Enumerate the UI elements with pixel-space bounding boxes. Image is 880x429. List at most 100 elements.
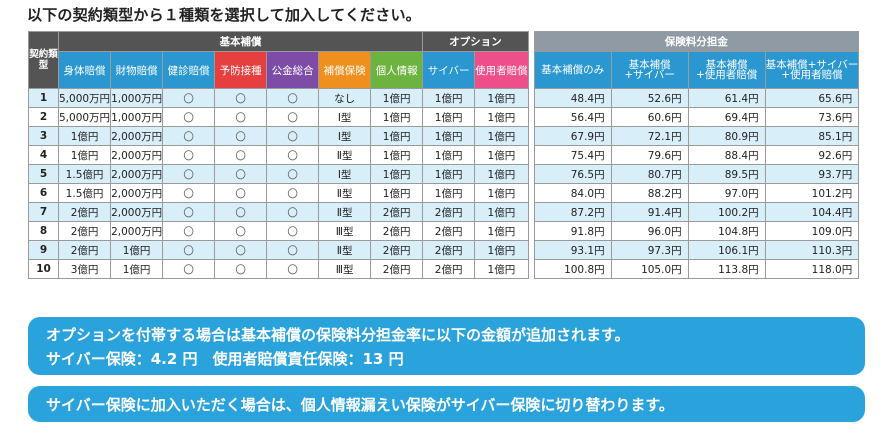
table-cell: 85.1円 (764, 126, 860, 146)
contract-type-number: 9 (28, 240, 59, 260)
col-personal-info: 個人情報 (370, 51, 424, 89)
table-cell: 1億円 (474, 126, 529, 146)
table-cell: 101.2円 (764, 183, 860, 203)
table-cell: 79.6円 (610, 145, 689, 165)
col-bodily-injury: 身体賠償 (57, 51, 112, 89)
table-cell: 106.1円 (687, 240, 766, 260)
table-cell: 92.6円 (764, 145, 860, 165)
table-cell: 〇 (162, 202, 216, 222)
table-cell: 100.2円 (687, 202, 766, 222)
col-premium-basic-employer: 基本補償 +使用者賠償 (687, 51, 766, 89)
table-cell: 〇 (214, 202, 268, 222)
option-rates-text: サイバー保険：4.2 円 使用者賠償責任保険：13 円 (46, 350, 404, 368)
table-cell: 80.9円 (687, 126, 766, 146)
table-cell: 69.4円 (687, 107, 766, 127)
col-property-damage: 財物賠償 (110, 51, 164, 89)
table-cell: 1億円 (422, 107, 476, 127)
contract-type-number: 2 (28, 107, 59, 127)
table-cell: 89.5円 (687, 164, 766, 184)
table-cell: 100.8円 (533, 259, 612, 279)
table-cell: 113.8円 (687, 259, 766, 279)
table-row: 5 1.5億円 2,000万円〇〇〇 Ⅰ型 1億円 1億円 1億円 76.5円 80.7円 89.… (28, 164, 860, 184)
table-cell: 2億円 (422, 202, 476, 222)
table-cell: 1億円 (474, 183, 529, 203)
table-cell: 91.8円 (533, 221, 612, 241)
table-cell: 109.0円 (764, 221, 860, 241)
basic-coverage-group-header: 基本補償 (57, 31, 424, 52)
table-cell: 1億円 (370, 88, 424, 108)
page-title: 以下の契約類型から１種類を選択して加入してください。 (27, 6, 421, 24)
table-cell: 1億円 (370, 145, 424, 165)
table-cell: 1,000万円 (110, 88, 164, 108)
table-cell: 2,000万円 (110, 221, 164, 241)
table-row: 3 1億円 2,000万円〇〇〇 Ⅰ型 1億円 1億円 1億円 67.9円 72.1円 80.9円… (28, 126, 860, 146)
table-cell: 1億円 (474, 221, 529, 241)
cyber-switch-text: サイバー保険に加入いただく場合は、個人情報漏えい保険がサイバー保険に切り替わりま… (46, 396, 674, 414)
table-cell: 〇 (162, 221, 216, 241)
table-cell: 2,000万円 (110, 183, 164, 203)
table-cell: 1億円 (110, 240, 164, 260)
table-row: 2 5,000万円 1,000万円〇〇〇 Ⅰ型 1億円 1億円 1億円 56.4円 60.6円 6… (28, 107, 860, 127)
table-cell: 48.4円 (533, 88, 612, 108)
table-cell: 2,000万円 (110, 164, 164, 184)
table-cell: 1.5億円 (57, 183, 112, 203)
table-cell: Ⅰ型 (318, 164, 372, 184)
table-row: 4 1億円 2,000万円〇〇〇 Ⅱ型 1億円 1億円 1億円 75.4円 79.6円 88.4円… (28, 145, 860, 165)
table-cell: 2億円 (370, 221, 424, 241)
table-cell: Ⅱ型 (318, 240, 372, 260)
table-cell: 1億円 (474, 202, 529, 222)
col-compensation-insurance: 補償保険 (318, 51, 372, 89)
table-cell: 1億円 (474, 240, 529, 260)
contract-type-header: 契約類型 (28, 31, 59, 89)
table-row: 9 2億円 1億円〇〇〇 Ⅱ型 2億円 2億円 1億円 93.1円 97.3円 106.1円 110… (28, 240, 860, 260)
table-cell: 1億円 (370, 126, 424, 146)
table-cell: 97.3円 (610, 240, 689, 260)
table-cell: 1億円 (474, 164, 529, 184)
table-cell: 110.3円 (764, 240, 860, 260)
table-cell: 2,000万円 (110, 145, 164, 165)
table-cell: 1億円 (370, 183, 424, 203)
table-cell: 1億円 (422, 183, 476, 203)
table-cell: 2億円 (422, 221, 476, 241)
contract-type-number: 8 (28, 221, 59, 241)
table-cell: なし (318, 88, 372, 108)
table-cell: 72.1円 (610, 126, 689, 146)
table-row: 1 5,000万円 1,000万円〇〇〇なし 1億円 1億円 1億円 48.4円 52.6円 6… (28, 88, 860, 108)
table-cell: 2億円 (422, 240, 476, 260)
table-cell: 1億円 (110, 259, 164, 279)
table-cell: 〇 (214, 221, 268, 241)
cyber-switch-banner: サイバー保険に加入いただく場合は、個人情報漏えい保険がサイバー保険に切り替わりま… (28, 386, 865, 422)
table-cell: 2,000万円 (110, 202, 164, 222)
table-cell: 〇 (214, 88, 268, 108)
table-cell: 80.7円 (610, 164, 689, 184)
table-cell: 〇 (266, 183, 320, 203)
table-cell: Ⅰ型 (318, 126, 372, 146)
col-premium-basic-cyber: 基本補償 +サイバー (610, 51, 689, 89)
table-cell: 2億円 (422, 259, 476, 279)
table-cell: 〇 (162, 88, 216, 108)
table-cell: 〇 (162, 240, 216, 260)
table-row: 7 2億円 2,000万円〇〇〇 Ⅱ型 2億円 2億円 1億円 87.2円 91.4円 100.2… (28, 202, 860, 222)
table-cell: 〇 (266, 126, 320, 146)
table-row: 8 2億円 2,000万円〇〇〇 Ⅲ型 2億円 2億円 1億円 91.8円 96.0円 104.8… (28, 221, 860, 241)
table-cell: 88.2円 (610, 183, 689, 203)
table-cell: 1億円 (474, 107, 529, 127)
table-cell: 1.5億円 (57, 164, 112, 184)
table-cell: 61.4円 (687, 88, 766, 108)
table-cell: 〇 (214, 145, 268, 165)
col-cyber: サイバー (422, 51, 476, 89)
table-cell: 〇 (214, 240, 268, 260)
table-cell: 2,000万円 (110, 126, 164, 146)
table-cell: 60.6円 (610, 107, 689, 127)
table-cell: 5,000万円 (57, 107, 112, 127)
contract-type-number: 6 (28, 183, 59, 203)
table-cell: 〇 (214, 107, 268, 127)
table-cell: 88.4円 (687, 145, 766, 165)
table-cell: 1億円 (57, 145, 112, 165)
table-cell: 1億円 (422, 126, 476, 146)
table-cell: 104.4円 (764, 202, 860, 222)
table-cell: 〇 (266, 145, 320, 165)
col-health-check: 健診賠償 (162, 51, 216, 89)
table-cell: 1億円 (474, 88, 529, 108)
table-cell: 73.6円 (764, 107, 860, 127)
